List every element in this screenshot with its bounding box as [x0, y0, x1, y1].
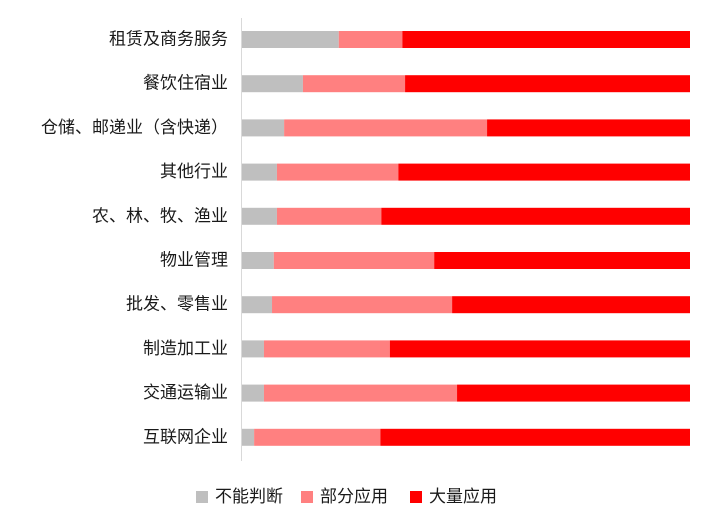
bar-segment — [242, 75, 303, 93]
bar-segment — [452, 296, 690, 314]
category-tick-label: 餐饮住宿业 — [143, 74, 228, 94]
bar-segment — [276, 207, 382, 225]
bar-segment — [242, 31, 339, 48]
bar-segment — [457, 384, 690, 402]
category-tick-label: 批发、零售业 — [126, 295, 228, 315]
bar-segment — [487, 119, 690, 137]
bar-segment — [405, 75, 690, 93]
bar-segment — [242, 340, 264, 358]
category-tick-label: 农、林、牧、渔业 — [92, 206, 228, 226]
category-tick-label: 制造加工业 — [143, 339, 228, 359]
bar-segment — [242, 207, 277, 225]
bar-segment — [276, 163, 399, 181]
bar-segment — [434, 252, 690, 269]
legend-label: 大量应用 — [429, 487, 497, 507]
category-tick-label: 物业管理 — [160, 251, 228, 271]
bars-layer — [242, 31, 690, 446]
bar-segment — [398, 163, 690, 181]
bar-segment — [263, 340, 390, 358]
legend-swatch — [196, 491, 208, 503]
bar-segment — [242, 296, 273, 314]
bar-segment — [302, 75, 406, 93]
bar-segment — [242, 163, 277, 181]
category-tick-label: 其他行业 — [160, 162, 228, 182]
bar-segment — [389, 340, 690, 358]
bar-segment — [272, 296, 453, 314]
bar-segment — [242, 119, 285, 137]
bar-segment — [254, 428, 381, 446]
legend-label: 不能判断 — [215, 487, 283, 507]
category-tick-label: 租赁及商务服务 — [109, 30, 228, 50]
bar-segment — [273, 252, 435, 269]
bar-segment — [242, 252, 274, 269]
category-tick-label: 互联网企业 — [143, 427, 228, 447]
bar-segment — [242, 384, 264, 402]
bar-segment — [338, 31, 403, 48]
legend: 不能判断 部分应用 大量应用 — [196, 487, 497, 507]
bar-segment — [242, 428, 255, 446]
legend-swatch — [301, 491, 313, 503]
bar-segment — [284, 119, 488, 137]
bar-segment — [263, 384, 458, 402]
category-tick-label: 交通运输业 — [143, 383, 228, 403]
bar-segment — [381, 207, 690, 225]
bar-segment — [380, 428, 690, 446]
legend-label: 部分应用 — [320, 487, 388, 507]
bar-segment — [402, 31, 690, 48]
category-tick-label: 仓储、邮递业（含快递） — [41, 118, 228, 138]
legend-swatch — [410, 491, 422, 503]
